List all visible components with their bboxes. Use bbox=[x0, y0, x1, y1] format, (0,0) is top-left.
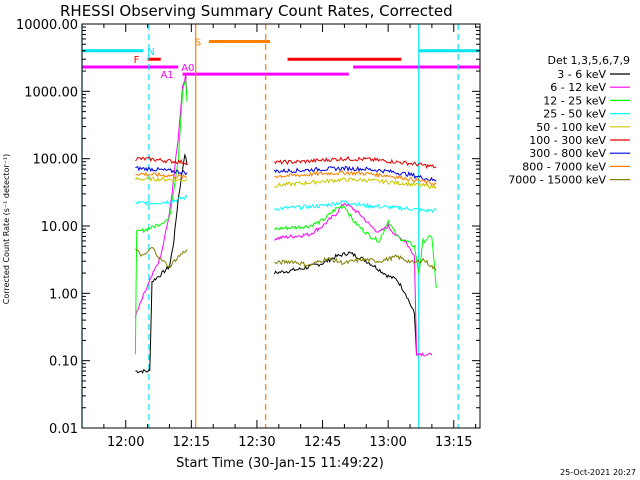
legend-entry-label: 12 - 25 keV bbox=[543, 94, 606, 107]
series-line-3 bbox=[135, 194, 188, 207]
observing-flags: N S F A0 A1 bbox=[82, 37, 480, 81]
series-line-8 bbox=[135, 246, 188, 268]
flag-label-s: S bbox=[195, 37, 201, 48]
x-tick-label: 12:30 bbox=[238, 435, 275, 450]
series-line-0 bbox=[273, 251, 418, 356]
x-tick-label: 13:00 bbox=[369, 435, 406, 450]
legend-entry-label: 6 - 12 keV bbox=[550, 81, 606, 94]
y-tick-label: 100.00 bbox=[33, 153, 79, 168]
axes: 0.01 0.10 1.00 10.00 100.00 1000.00 10000.00 12… bbox=[16, 18, 481, 450]
series-line-2 bbox=[134, 79, 188, 355]
legend-entry-label: 800 - 7000 keV bbox=[522, 160, 606, 173]
y-tick-label: 10.00 bbox=[41, 220, 78, 235]
attenuator-lines bbox=[81, 24, 459, 428]
series-line-7 bbox=[135, 171, 187, 180]
legend-entry-label: 50 - 100 keV bbox=[536, 121, 606, 134]
flag-label-f: F bbox=[134, 55, 140, 66]
legend-entry-label: 100 - 300 keV bbox=[529, 134, 606, 147]
flag-label-n: N bbox=[147, 47, 154, 58]
x-tick-label: 12:00 bbox=[107, 435, 144, 450]
series-line-4 bbox=[134, 176, 188, 183]
plot-frame bbox=[81, 23, 481, 429]
series-line-1 bbox=[273, 202, 433, 357]
series-line-3 bbox=[274, 199, 437, 214]
legend-entry-label: 3 - 6 keV bbox=[557, 68, 606, 81]
generation-timestamp: 25-Oct-2021 20:27 bbox=[560, 468, 636, 477]
series-line-2 bbox=[274, 205, 437, 289]
chart-title: RHESSI Observing Summary Count Rates, Co… bbox=[60, 2, 453, 20]
series-line-8 bbox=[274, 254, 437, 271]
series-line-5 bbox=[273, 155, 437, 170]
legend-entry-label: 25 - 50 keV bbox=[543, 108, 606, 121]
series-line-5 bbox=[135, 156, 188, 166]
y-axis-label: Corrected Count Rate (s⁻¹ detector⁻¹) bbox=[2, 154, 11, 305]
series-line-0 bbox=[135, 153, 188, 374]
series-line-6 bbox=[273, 165, 437, 182]
series-line-4 bbox=[274, 177, 437, 190]
flag-label-a1: A1 bbox=[161, 70, 174, 81]
y-tick-label: 0.01 bbox=[49, 422, 78, 437]
series-line-7 bbox=[274, 170, 437, 187]
x-tick-label: 12:15 bbox=[173, 435, 210, 450]
x-axis-label: Start Time (30-Jan-15 11:49:22) bbox=[176, 456, 384, 471]
legend-entry-label: 300 - 800 keV bbox=[529, 147, 606, 160]
legend-title: Det 1,3,5,6,7,9 bbox=[547, 54, 630, 67]
series-line-6 bbox=[135, 166, 188, 176]
x-tick-label: 13:15 bbox=[435, 435, 472, 450]
y-tick-label: 1000.00 bbox=[24, 85, 78, 100]
y-tick-label: 0.10 bbox=[49, 355, 78, 370]
y-tick-label: 10000.00 bbox=[16, 18, 78, 33]
y-tick-label: 1.00 bbox=[49, 287, 78, 302]
flag-label-a0: A0 bbox=[181, 63, 194, 74]
series-line-1 bbox=[134, 73, 188, 319]
legend-entry-label: 7000 - 15000 keV bbox=[508, 174, 606, 187]
series-layer bbox=[134, 73, 437, 374]
x-tick-label: 12:45 bbox=[304, 435, 341, 450]
